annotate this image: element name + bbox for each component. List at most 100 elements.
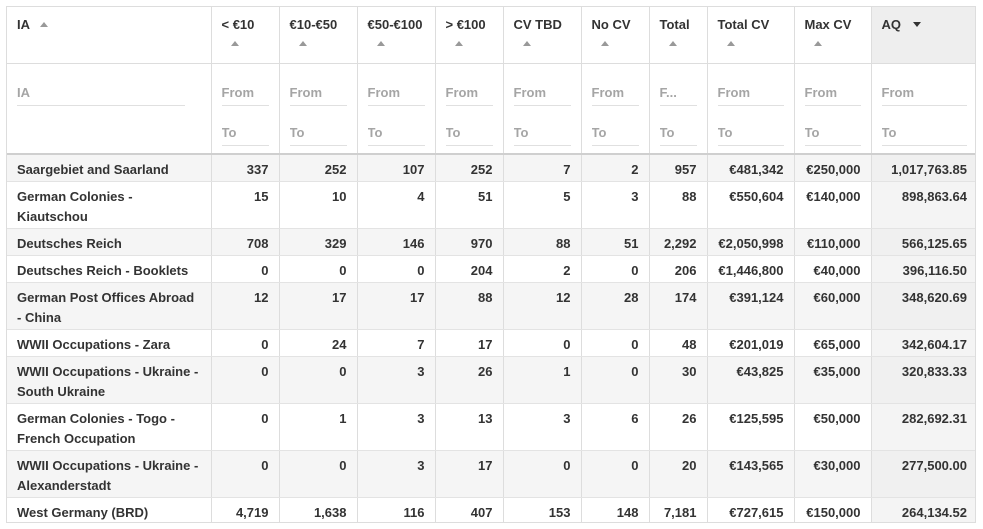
cell-gt100: 51: [435, 181, 504, 229]
sort-ascending-icon[interactable]: [600, 41, 609, 46]
sort-ascending-icon[interactable]: [40, 21, 48, 27]
to-filter-input[interactable]: [659, 119, 697, 146]
from-filter-input[interactable]: [513, 79, 571, 106]
cell-50to100: 146: [357, 228, 436, 256]
from-filter-input[interactable]: [659, 79, 697, 106]
to-filter-input[interactable]: [513, 119, 571, 146]
filter-cell: [794, 63, 872, 155]
column-label: €50-€100: [367, 17, 423, 32]
table-row[interactable]: Deutsches Reich 708 329 146 970 88 51 2,292 €2,0…: [7, 228, 975, 256]
sort-ascending-icon[interactable]: [454, 41, 463, 46]
from-filter-input[interactable]: [289, 79, 347, 106]
column-header-maxcv[interactable]: Max CV: [794, 7, 872, 64]
cell-50to100: 0: [357, 255, 436, 283]
cell-total: 957: [649, 154, 708, 182]
to-filter-input[interactable]: [591, 119, 639, 146]
cell-cvtbd: 0: [503, 450, 582, 498]
cell-nocv: 6: [581, 403, 650, 451]
table-row[interactable]: German Colonies - Togo - French Occupati…: [7, 403, 975, 451]
filter-cell: [357, 63, 436, 155]
to-filter-input[interactable]: [804, 119, 861, 146]
column-header-nocv[interactable]: No CV: [581, 7, 650, 64]
column-label: CV TBD: [513, 17, 562, 32]
to-filter-input[interactable]: [445, 119, 493, 146]
table-row[interactable]: Deutsches Reich - Booklets 0 0 0 204 2 0 206 €1,…: [7, 255, 975, 283]
to-filter-input[interactable]: [221, 119, 269, 146]
cell-10to50: 0: [279, 255, 358, 283]
table-row[interactable]: WWII Occupations - Zara 0 24 7 17 0 0 48 €201,01…: [7, 329, 975, 357]
cell-gt100: 970: [435, 228, 504, 256]
column-header-50to100[interactable]: €50-€100: [357, 7, 436, 64]
filter-cell: [581, 63, 650, 155]
cell-totalcv: €481,342: [707, 154, 795, 182]
cell-maxcv: €50,000: [794, 403, 872, 451]
cell-nocv: 0: [581, 450, 650, 498]
cell-lt10: 15: [211, 181, 280, 229]
cell-cvtbd: 5: [503, 181, 582, 229]
cell-lt10: 0: [211, 450, 280, 498]
sort-ascending-icon[interactable]: [813, 41, 822, 46]
from-filter-input[interactable]: [881, 79, 967, 106]
column-header-gt100[interactable]: > €100: [435, 7, 504, 64]
column-header-totalcv[interactable]: Total CV: [707, 7, 795, 64]
sort-ascending-icon[interactable]: [376, 41, 385, 46]
sort-ascending-icon[interactable]: [522, 41, 531, 46]
table-row[interactable]: West Germany (BRD) 4,719 1,638 116 407 153 148…: [7, 497, 975, 522]
column-header-cvtbd[interactable]: CV TBD: [503, 7, 582, 64]
table-row[interactable]: German Post Offices Abroad - China 12 17 17…: [7, 282, 975, 330]
sort-ascending-icon[interactable]: [230, 41, 239, 46]
sort-ascending-icon[interactable]: [298, 41, 307, 46]
sort-descending-icon[interactable]: [913, 22, 921, 28]
cell-50to100: 4: [357, 181, 436, 229]
cell-totalcv: €391,124: [707, 282, 795, 330]
table-body: Saargebiet and Saarland 337 252 107 252 7 2 957…: [7, 154, 975, 522]
table-row[interactable]: WWII Occupations - Ukraine - Alexanderst…: [7, 450, 975, 498]
filter-row: [7, 63, 975, 155]
from-filter-input[interactable]: [367, 79, 425, 106]
table-row[interactable]: German Colonies - Kiautschou 15 10 4 51 5 3 88 €…: [7, 181, 975, 229]
cell-50to100: 17: [357, 282, 436, 330]
from-filter-input[interactable]: [591, 79, 639, 106]
cell-nocv: 28: [581, 282, 650, 330]
cell-aq: 566,125.65: [871, 228, 975, 256]
cell-maxcv: €30,000: [794, 450, 872, 498]
cell-total: 48: [649, 329, 708, 357]
cell-10to50: 10: [279, 181, 358, 229]
cell-ia: WWII Occupations - Zara: [7, 329, 212, 357]
cell-10to50: 17: [279, 282, 358, 330]
cell-aq: 282,692.31: [871, 403, 975, 451]
column-header-total[interactable]: Total: [649, 7, 708, 64]
sort-ascending-icon[interactable]: [668, 41, 677, 46]
cell-nocv: 51: [581, 228, 650, 256]
sort-ascending-icon[interactable]: [726, 41, 735, 46]
to-filter-input[interactable]: [367, 119, 425, 146]
cell-ia: Deutsches Reich - Booklets: [7, 255, 212, 283]
to-filter-input[interactable]: [289, 119, 347, 146]
column-header-ia[interactable]: IA: [7, 7, 212, 64]
cell-lt10: 0: [211, 255, 280, 283]
from-filter-input[interactable]: [445, 79, 493, 106]
ia-filter-input[interactable]: [17, 79, 185, 106]
cell-50to100: 116: [357, 497, 436, 522]
column-header-10to50[interactable]: €10-€50: [279, 7, 358, 64]
cell-lt10: 0: [211, 356, 280, 404]
from-filter-input[interactable]: [221, 79, 269, 106]
to-filter-input[interactable]: [717, 119, 784, 146]
results-table: IA < €10 €10-€50 €50-€100 > €100 CV TBD …: [7, 7, 975, 522]
cell-nocv: 148: [581, 497, 650, 522]
cell-totalcv: €201,019: [707, 329, 795, 357]
cell-cvtbd: 7: [503, 154, 582, 182]
column-header-aq[interactable]: AQ: [871, 7, 975, 64]
from-filter-input[interactable]: [804, 79, 861, 106]
from-filter-input[interactable]: [717, 79, 784, 106]
cell-lt10: 0: [211, 329, 280, 357]
table-row[interactable]: WWII Occupations - Ukraine - South Ukrai…: [7, 356, 975, 404]
column-header-lt10[interactable]: < €10: [211, 7, 280, 64]
cell-10to50: 329: [279, 228, 358, 256]
cell-maxcv: €140,000: [794, 181, 872, 229]
table-row[interactable]: Saargebiet and Saarland 337 252 107 252 7 2 957…: [7, 154, 975, 182]
cell-nocv: 0: [581, 255, 650, 283]
column-label: AQ: [881, 17, 902, 32]
to-filter-input[interactable]: [881, 119, 967, 146]
column-label: No CV: [591, 17, 631, 32]
